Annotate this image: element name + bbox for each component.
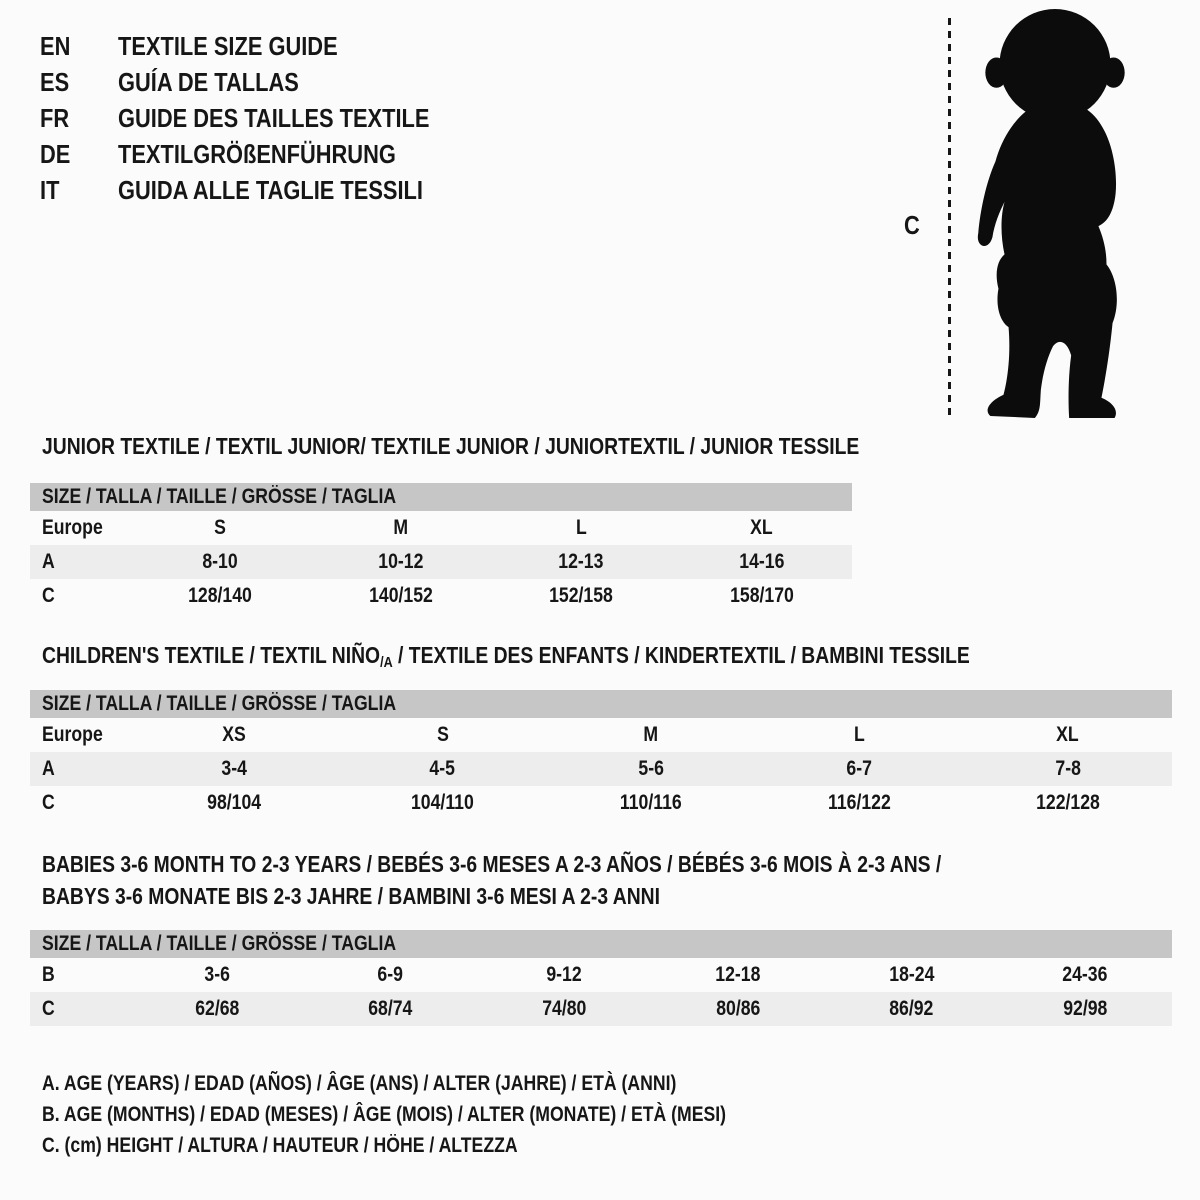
cell-value: 92/98 [1063,997,1108,1020]
cell-value: 12-18 [715,963,761,986]
height-measure-label: C [904,210,920,240]
cell-value: 9-12 [546,963,582,986]
cell-value: 24-36 [1062,963,1108,986]
language-code: DE [40,138,71,169]
row-label: C [42,997,55,1020]
language-title: TEXTILE SIZE GUIDE [118,30,338,61]
size-table-junior: SIZE / TALLA / TAILLE / GRÖSSE / TAGLIA … [30,483,852,613]
children-section-heading: CHILDREN'S TEXTILE / TEXTIL NIÑO/A / TEX… [42,642,970,671]
language-title: GUIDE DES TAILLES TEXTILE [118,102,430,133]
language-row-en: EN TEXTILE SIZE GUIDE [40,28,489,64]
cell-value: 104/110 [411,791,474,814]
table-row-age: A 8-10 10-12 12-13 14-16 [30,545,852,579]
language-code: EN [40,30,71,61]
table-header-bar: SIZE / TALLA / TAILLE / GRÖSSE / TAGLIA [30,930,1172,958]
language-code: IT [40,174,60,205]
language-row-fr: FR GUIDE DES TAILLES TEXTILE [40,100,489,136]
table-row-height: C 98/104 104/110 110/116 116/122 122/128 [30,786,1172,820]
cell-value: XS [222,723,246,746]
cell-value: 4-5 [429,757,456,780]
cell-value: 80/86 [715,997,760,1020]
cell-value: 152/158 [549,584,614,607]
cell-value: 116/122 [827,791,891,814]
row-label: A [42,550,55,573]
legend-line-a: A. AGE (YEARS) / EDAD (AÑOS) / ÂGE (ANS)… [42,1071,677,1095]
cell-value: L [853,723,865,746]
height-dashed-line [948,18,951,415]
cell-value: M [393,516,409,539]
cell-value: 158/170 [729,584,794,607]
babies-section-heading: BABIES 3-6 MONTH TO 2-3 YEARS / BEBÉS 3-… [42,851,942,909]
baby-silhouette-icon [977,9,1125,418]
row-label: Europe [42,723,103,746]
cell-value: 110/116 [620,791,682,814]
cell-value: XL [1056,723,1080,746]
cell-value: 128/140 [188,584,253,607]
cell-value: S [436,723,449,746]
table-row-europe: Europe XS S M L XL [30,718,1172,752]
language-code: ES [40,66,70,97]
cell-value: 3-4 [221,757,247,780]
cell-value: 122/128 [1035,791,1100,814]
legend: A. AGE (YEARS) / EDAD (AÑOS) / ÂGE (ANS)… [42,1068,856,1161]
cell-value: 98/104 [207,791,262,814]
language-row-es: ES GUÍA DE TALLAS [40,64,489,100]
table-header-bar: SIZE / TALLA / TAILLE / GRÖSSE / TAGLIA [30,483,852,511]
cell-value: 6-9 [377,963,404,986]
row-label: B [42,963,55,986]
heading-subscript: /A [380,654,393,671]
row-label: C [42,584,55,607]
table-row-height: C 128/140 140/152 152/158 158/170 [30,579,852,613]
cell-value: S [214,516,227,539]
cell-value: M [643,723,659,746]
cell-value: 14-16 [739,550,785,573]
cell-value: 6-7 [846,757,873,780]
language-row-de: DE TEXTILGRÖßENFÜHRUNG [40,136,489,172]
cell-value: 5-6 [638,757,664,780]
legend-line-b: B. AGE (MONTHS) / EDAD (MESES) / ÂGE (MO… [42,1102,727,1126]
table-row-months: B 3-6 6-9 9-12 12-18 18-24 24-36 [30,958,1172,992]
table-header-bar: SIZE / TALLA / TAILLE / GRÖSSE / TAGLIA [30,690,1172,718]
language-title: TEXTILGRÖßENFÜHRUNG [118,138,396,169]
cell-value: 8-10 [202,550,238,573]
language-list: EN TEXTILE SIZE GUIDE ES GUÍA DE TALLAS … [40,28,489,208]
table-row-age: A 3-4 4-5 5-6 6-7 7-8 [30,752,1172,786]
cell-value: 74/80 [542,997,587,1020]
row-label: Europe [42,516,103,539]
language-row-it: IT GUIDA ALLE TAGLIE TESSILI [40,172,489,208]
cell-value: XL [750,516,774,539]
table-row-europe: Europe S M L XL [30,511,852,545]
legend-line-c: C. (cm) HEIGHT / ALTURA / HAUTEUR / HÖHE… [42,1133,518,1157]
row-label: A [42,757,55,780]
cell-value: 68/74 [368,997,413,1020]
size-table-babies: SIZE / TALLA / TAILLE / GRÖSSE / TAGLIA … [30,930,1172,1026]
language-title: GUIDA ALLE TAGLIE TESSILI [118,174,423,205]
table-row-height: C 62/68 68/74 74/80 80/86 86/92 92/98 [30,992,1172,1026]
cell-value: 3-6 [204,963,230,986]
size-table-children: SIZE / TALLA / TAILLE / GRÖSSE / TAGLIA … [30,690,1172,820]
cell-value: 10-12 [378,550,424,573]
cell-value: 86/92 [889,997,934,1020]
cell-value: 140/152 [368,584,433,607]
row-label: C [42,791,55,814]
cell-value: 18-24 [888,963,935,986]
cell-value: 7-8 [1055,757,1081,780]
cell-value: 12-13 [558,550,604,573]
language-title: GUÍA DE TALLAS [118,66,299,97]
language-code: FR [40,102,70,133]
cell-value: 62/68 [194,997,239,1020]
junior-section-heading: JUNIOR TEXTILE / TEXTIL JUNIOR/ TEXTILE … [42,433,860,459]
cell-value: L [575,516,587,539]
